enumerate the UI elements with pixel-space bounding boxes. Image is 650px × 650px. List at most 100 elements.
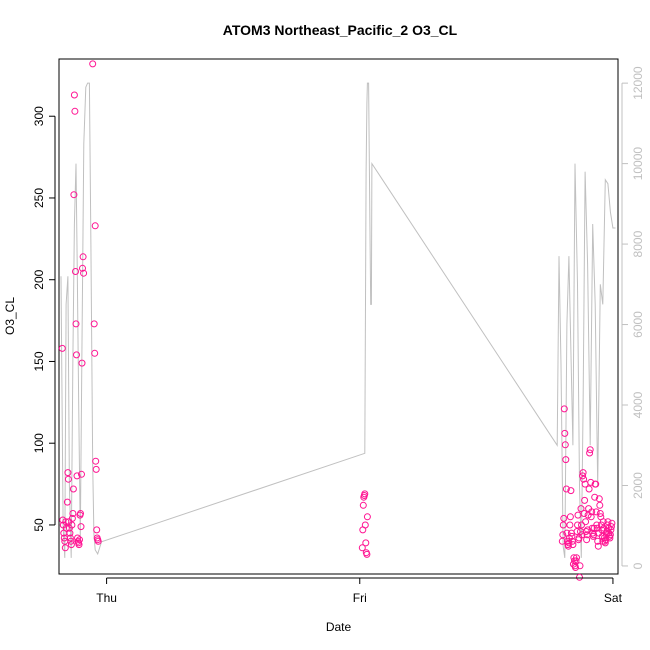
data-point: [591, 493, 599, 501]
data-point: [69, 510, 77, 517]
data-point: [78, 470, 85, 478]
data-point: [566, 521, 574, 529]
data-point: [606, 531, 614, 539]
data-point: [594, 537, 602, 545]
data-point: [588, 508, 596, 516]
data-point: [558, 537, 566, 545]
data-point: [73, 472, 81, 480]
data-point: [361, 490, 369, 498]
y-tick-label-right: 12000: [631, 66, 645, 100]
data-point: [363, 513, 371, 521]
data-point: [91, 349, 99, 357]
data-point: [64, 475, 72, 483]
data-point: [585, 485, 593, 493]
y-tick-label-right: 4000: [631, 391, 645, 418]
data-point: [567, 487, 575, 495]
data-point: [576, 562, 584, 570]
data-point: [584, 526, 592, 534]
data-point: [62, 518, 70, 526]
data-point: [587, 513, 595, 521]
o3-series: [58, 60, 616, 581]
data-point: [603, 521, 611, 529]
data-point: [73, 351, 80, 359]
data-point: [577, 505, 585, 513]
data-point: [361, 521, 369, 529]
data-point: [607, 523, 615, 531]
data-point: [569, 541, 577, 549]
data-point: [581, 496, 589, 504]
data-point: [362, 539, 370, 547]
data-point: [68, 521, 76, 529]
data-point: [559, 531, 567, 539]
data-point: [359, 501, 367, 509]
data-point: [593, 521, 601, 529]
data-point: [604, 518, 612, 526]
data-point: [74, 534, 81, 542]
data-point: [560, 514, 568, 522]
data-point: [595, 495, 603, 503]
data-point: [579, 472, 587, 480]
data-point: [583, 536, 591, 544]
data-point: [607, 526, 615, 534]
data-point: [94, 537, 102, 545]
data-point: [572, 557, 580, 565]
data-point: [562, 485, 570, 493]
y-tick-label-right: 10000: [631, 147, 645, 181]
data-point: [560, 405, 568, 413]
y-tick-label-left: 150: [32, 351, 46, 371]
data-point: [93, 526, 101, 534]
data-point: [592, 508, 600, 516]
y-tick-label-right: 0: [631, 562, 645, 569]
data-point: [596, 501, 604, 509]
x-tick-label: Fri: [353, 591, 367, 605]
y-tick-label-left: 300: [32, 106, 46, 126]
data-point: [64, 469, 72, 477]
data-point: [92, 465, 100, 473]
data-point: [564, 542, 572, 550]
data-point: [568, 532, 576, 540]
data-point: [566, 513, 574, 521]
data-point: [363, 550, 371, 558]
data-point: [574, 521, 581, 529]
altitude-line: [60, 82, 616, 558]
data-point: [608, 519, 616, 527]
y-tick-label-left: 100: [32, 433, 46, 453]
data-point: [573, 528, 581, 535]
data-point: [77, 523, 85, 531]
y-tick-label-right: 2000: [631, 472, 645, 499]
data-point: [588, 524, 596, 532]
data-point: [565, 539, 573, 547]
data-point: [606, 534, 614, 542]
data-point: [58, 344, 66, 352]
data-point: [358, 544, 366, 552]
data-point: [572, 564, 579, 571]
data-point: [78, 359, 86, 367]
data-point: [67, 541, 75, 549]
data-point: [79, 253, 87, 261]
data-point: [77, 510, 84, 517]
data-point: [580, 475, 588, 483]
data-point: [72, 320, 80, 328]
data-point: [592, 480, 600, 488]
x-tick-label: Sat: [604, 591, 623, 605]
y-tick-label-left: 250: [32, 188, 46, 208]
data-point: [70, 191, 78, 199]
data-point: [586, 449, 594, 457]
data-point: [594, 542, 602, 550]
data-point: [75, 541, 83, 549]
data-point: [61, 544, 69, 552]
data-point: [90, 320, 98, 328]
y-tick-label-left: 50: [32, 518, 46, 532]
data-point: [66, 529, 74, 537]
data-point: [582, 528, 590, 535]
plot-frame: [58, 58, 619, 575]
data-point: [89, 60, 97, 68]
y-tick-label-right: 8000: [631, 230, 645, 257]
data-point: [71, 107, 79, 115]
data-point: [79, 264, 86, 272]
data-point: [582, 518, 590, 526]
data-point: [587, 478, 595, 486]
chart-title: ATOM3 Northeast_Pacific_2 O3_CL: [223, 22, 458, 38]
data-point: [573, 554, 580, 562]
data-point: [76, 536, 83, 544]
